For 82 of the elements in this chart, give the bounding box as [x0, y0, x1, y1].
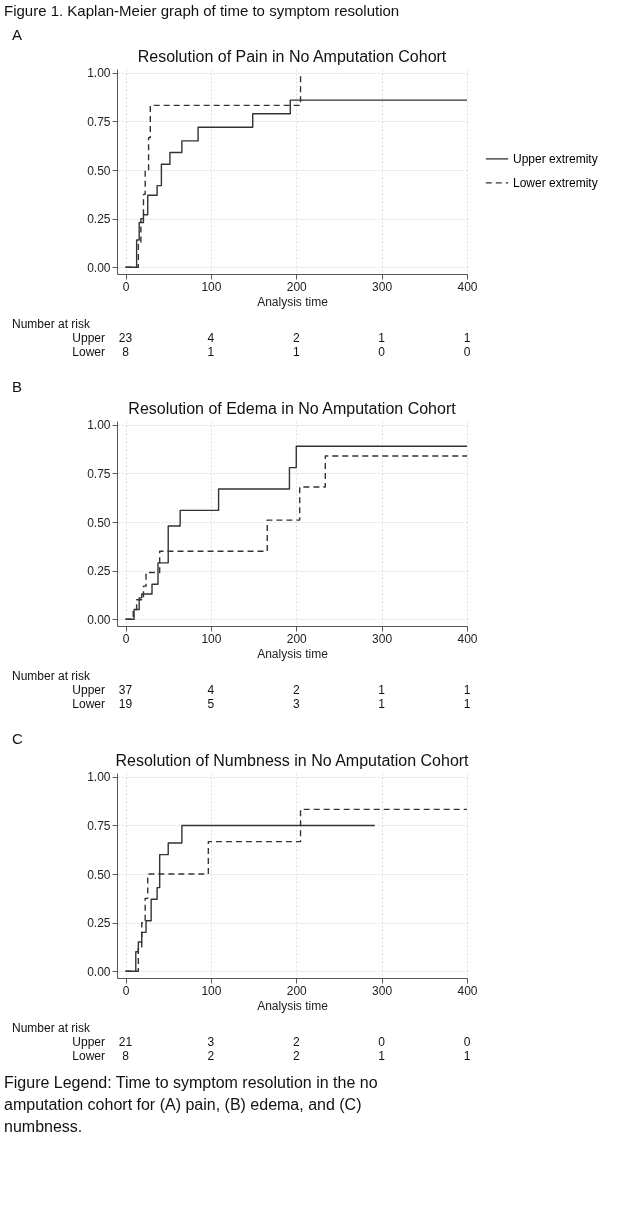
text: 4 [207, 683, 215, 697]
x-tick-label: 0 [122, 279, 130, 294]
text: 21 [118, 1035, 133, 1049]
text: 1 [292, 345, 300, 359]
x-tick-label: 0 [122, 631, 130, 646]
chart-title: Resolution of Edema in No Amputation Cohort [128, 400, 457, 417]
text: 4 [207, 331, 215, 345]
text: 5 [207, 697, 215, 711]
x-tick-label: 200 [286, 631, 308, 646]
y-tick-label: 0.00 [87, 964, 111, 979]
x-tick-label: 0 [122, 983, 130, 998]
y-tick-label: 1.00 [87, 770, 111, 785]
x-tick-label: 400 [457, 631, 478, 646]
text: 1 [207, 345, 215, 359]
text: 0 [463, 1035, 471, 1049]
text: Number at risk [12, 669, 92, 683]
text: 2 [207, 1049, 215, 1063]
text: Number at risk [12, 317, 92, 331]
x-axis-title: Analysis time [257, 646, 329, 661]
text: Upper [72, 331, 105, 345]
chart-title: Resolution of Numbness in No Amputation Cohort [115, 752, 470, 769]
text: 2 [292, 683, 300, 697]
text: Number at risk [12, 1021, 92, 1035]
text: 2 [292, 1035, 300, 1049]
x-tick-label: 300 [372, 279, 393, 294]
text: 8 [122, 345, 130, 359]
y-tick-label: 1.00 [87, 418, 111, 433]
text: B [12, 378, 23, 395]
y-tick-label: 0.25 [87, 212, 111, 227]
y-tick-label: 0.50 [87, 515, 111, 530]
x-tick-label: 300 [372, 983, 393, 998]
y-tick-label: 0.75 [87, 466, 111, 481]
x-tick-label: 100 [201, 983, 222, 998]
text: 1 [378, 1049, 386, 1063]
y-tick-label: 0.75 [87, 818, 111, 833]
text: Lower [72, 345, 105, 359]
text: 0 [378, 345, 386, 359]
x-tick-label: 400 [457, 983, 478, 998]
text: 1 [378, 683, 386, 697]
text: 0 [463, 345, 471, 359]
y-tick-label: 0.25 [87, 916, 111, 931]
legend-label: Upper extremity [513, 151, 598, 166]
text: C [12, 730, 23, 747]
text: 8 [122, 1049, 130, 1063]
x-tick-label: 200 [286, 279, 308, 294]
text: 1 [463, 683, 471, 697]
text: 23 [118, 331, 133, 345]
text: 3 [207, 1035, 215, 1049]
text: A [12, 26, 23, 43]
text: 1 [463, 697, 471, 711]
text: 1 [378, 331, 386, 345]
chart-subtitle: Resolution of Pain in No Amputation Cohort [137, 48, 447, 65]
x-tick-label: 400 [457, 279, 478, 294]
y-tick-label: 0.50 [87, 867, 111, 882]
y-tick-label: 0.00 [87, 612, 111, 627]
text: 1 [378, 697, 386, 711]
text: 2 [292, 331, 300, 345]
text: 0 [378, 1035, 386, 1049]
text: Upper [72, 683, 105, 697]
text: 37 [118, 683, 133, 697]
legend-label: Lower extremity [513, 175, 598, 190]
text: 3 [292, 697, 300, 711]
text: 1 [463, 1049, 471, 1063]
chart-title: Figure 1. Kaplan-Meier graph of time to symptom resolution [4, 2, 400, 19]
x-tick-label: 300 [372, 631, 393, 646]
text: Lower [72, 697, 105, 711]
y-tick-label: 0.75 [87, 114, 111, 129]
x-tick-label: 100 [201, 631, 222, 646]
x-tick-label: 100 [201, 279, 222, 294]
text: Figure Legend: Time to symptom resolution in the no amputation cohort for (A) pain, (B) edema, and (C) numbness. [4, 1074, 378, 1135]
y-tick-label: 1.00 [87, 66, 111, 81]
x-axis-title: Analysis time [257, 998, 329, 1013]
y-tick-label: 0.50 [87, 163, 111, 178]
x-axis-title: Analysis time [257, 294, 329, 309]
text: 2 [292, 1049, 300, 1063]
y-tick-label: 0.25 [87, 564, 111, 579]
text: 1 [463, 331, 471, 345]
text: Upper [72, 1035, 105, 1049]
text: Lower [72, 1049, 105, 1063]
text: 19 [118, 697, 133, 711]
x-tick-label: 200 [286, 983, 308, 998]
y-tick-label: 0.00 [87, 260, 111, 275]
